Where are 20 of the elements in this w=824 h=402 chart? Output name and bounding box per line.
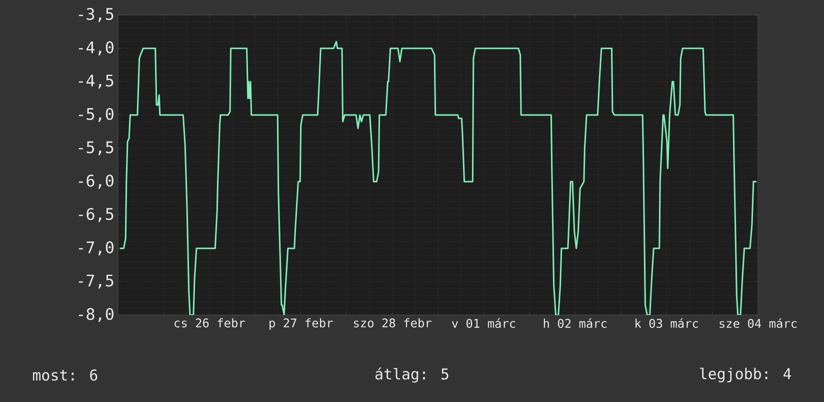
y-tick-label: -7,5 bbox=[78, 274, 114, 289]
x-tick-label: cs 26 febr bbox=[174, 318, 245, 328]
x-tick-label: p 27 febr bbox=[270, 318, 333, 330]
x-tick-label: szo 28 febr bbox=[354, 318, 432, 328]
x-tick-label: h 02 márc bbox=[544, 318, 607, 328]
x-tick-label: sze 04 márc bbox=[720, 318, 797, 328]
y-tick-label: -3,5 bbox=[78, 8, 114, 22]
y-tick-label: -6,5 bbox=[78, 208, 114, 222]
text: átlag: 5 bbox=[375, 367, 448, 383]
y-tick-label: -7,0 bbox=[78, 241, 114, 256]
y-tick-label: -5,5 bbox=[78, 141, 114, 156]
x-tick-label: v 01 márc bbox=[452, 318, 516, 328]
y-tick-label: -4,0 bbox=[78, 41, 114, 56]
y-tick-label: -5,0 bbox=[78, 108, 114, 122]
x-tick-label: k 03 márc bbox=[636, 318, 698, 328]
y-tick-label: -6,0 bbox=[78, 174, 114, 189]
y-tick-label: -8,0 bbox=[78, 308, 114, 322]
text: legjobb: 4 bbox=[700, 368, 792, 382]
text: most: 6 bbox=[33, 369, 98, 381]
y-tick-label: -4,5 bbox=[78, 74, 114, 89]
